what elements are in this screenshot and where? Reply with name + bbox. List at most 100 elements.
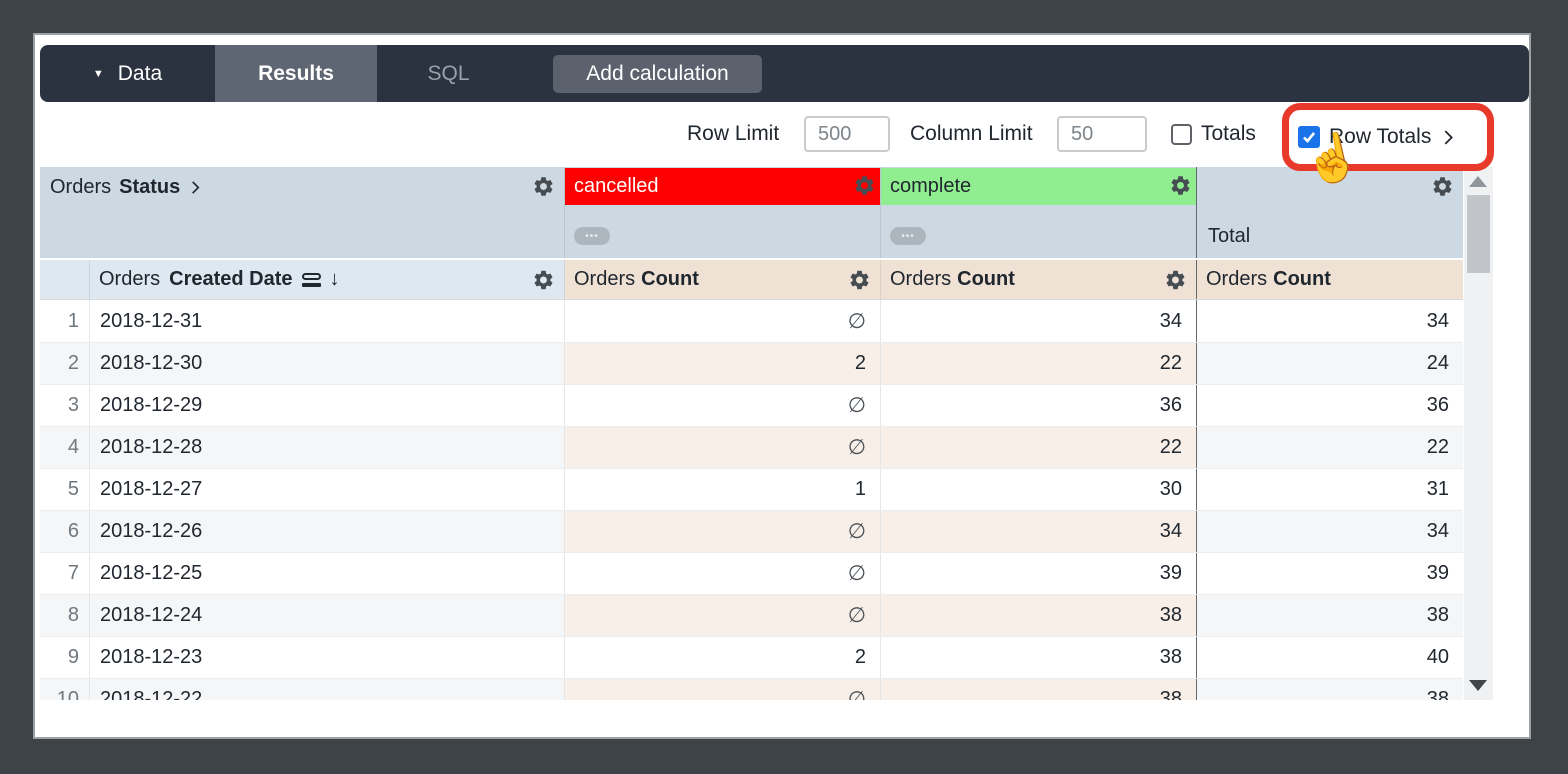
- row-totals-annotation-highlight: Row Totals: [1282, 103, 1494, 171]
- pivot-label-cancelled[interactable]: cancelled: [565, 168, 880, 205]
- cell-complete[interactable]: 22: [881, 427, 1197, 468]
- column-limit-label: Column Limit: [910, 122, 1033, 145]
- cell-date[interactable]: 2018-12-23: [90, 637, 565, 678]
- gear-icon[interactable]: [1431, 175, 1454, 198]
- cell-n: 9: [40, 637, 90, 678]
- cell-n: 1: [40, 300, 90, 342]
- cell-total[interactable]: 34: [1197, 511, 1463, 552]
- cell-n: 6: [40, 511, 90, 552]
- pivot-field-header[interactable]: Orders Status: [40, 167, 565, 258]
- sort-descending-icon[interactable]: ↓: [329, 268, 340, 290]
- scrollbar-thumb[interactable]: [1467, 195, 1490, 273]
- totals-checkbox[interactable]: [1171, 124, 1192, 145]
- tab-results[interactable]: Results: [215, 45, 377, 102]
- cell-total[interactable]: 31: [1426, 478, 1449, 500]
- dropdown-caret-icon: ▼: [92, 67, 104, 80]
- cell-complete[interactable]: 38: [881, 637, 1197, 678]
- pivot-more-options[interactable]: •••: [890, 227, 926, 245]
- results-toolbar: ▼ Data Results SQL Add calculation: [40, 45, 1529, 102]
- row-number-header: [40, 260, 90, 299]
- row-limit-label: Row Limit: [687, 122, 780, 145]
- measure-name: Count: [641, 268, 699, 290]
- cell-cancelled[interactable]: ∅: [565, 427, 881, 468]
- cell-complete[interactable]: 39: [881, 553, 1197, 594]
- cell-cancelled[interactable]: ∅: [565, 595, 881, 636]
- pivot-header-row: Orders Status cancelled ••• complete •••…: [40, 167, 1463, 260]
- row-limit-input[interactable]: [804, 116, 890, 152]
- gear-icon[interactable]: [1164, 268, 1187, 291]
- cell-n: 10: [40, 679, 90, 700]
- measure-name: Count: [1273, 268, 1331, 290]
- cell-complete[interactable]: 34: [881, 511, 1197, 552]
- pivot-value-cancelled: cancelled •••: [565, 167, 881, 258]
- cell-date[interactable]: 2018-12-22: [90, 679, 565, 700]
- cell-date[interactable]: 2018-12-25: [90, 553, 565, 594]
- table-body: 1 2018-12-31 ∅ 34 34 2 2018-12-30 2 22 24 3 2018-12…: [40, 300, 1463, 700]
- row-totals-label: Row Totals: [1329, 125, 1432, 148]
- cell-total[interactable]: 38: [1197, 679, 1463, 700]
- cell-date[interactable]: 2018-12-27: [90, 469, 565, 510]
- cell-complete[interactable]: 36: [881, 385, 1197, 426]
- cell-total[interactable]: 38: [1197, 595, 1463, 636]
- column-header-row: Orders Created Date ↓ Orders Count Order…: [40, 260, 1463, 300]
- orders-count-header-complete[interactable]: Orders Count: [881, 260, 1197, 299]
- gear-icon[interactable]: [532, 268, 555, 291]
- measure-prefix: Orders: [1206, 268, 1268, 290]
- row-field-name: Created Date: [169, 268, 293, 290]
- cell-total[interactable]: 36: [1426, 394, 1449, 416]
- data-menu-label: Data: [117, 61, 163, 85]
- pivot-more-options[interactable]: •••: [574, 227, 610, 245]
- cell-date[interactable]: 2018-12-29: [90, 385, 565, 426]
- cell-total[interactable]: 40: [1426, 646, 1449, 668]
- tab-sql[interactable]: SQL: [427, 61, 470, 85]
- gear-icon[interactable]: [848, 268, 871, 291]
- cell-cancelled[interactable]: ∅: [565, 679, 881, 700]
- totals-label: Totals: [1201, 122, 1256, 145]
- cell-cancelled[interactable]: 2: [565, 637, 881, 678]
- gear-icon[interactable]: [532, 175, 555, 198]
- created-date-header[interactable]: Orders Created Date ↓: [90, 260, 565, 299]
- cell-cancelled[interactable]: ∅: [565, 385, 881, 426]
- cell-complete[interactable]: 38: [881, 679, 1197, 700]
- cell-total[interactable]: 24: [1197, 343, 1463, 384]
- table-row: 10 2018-12-22 ∅ 38 38: [40, 678, 1463, 700]
- cell-date[interactable]: 2018-12-30: [90, 343, 565, 384]
- cell-cancelled[interactable]: 2: [565, 343, 881, 384]
- cell-date[interactable]: 2018-12-24: [90, 595, 565, 636]
- column-limit-input[interactable]: [1057, 116, 1147, 152]
- row-totals-checkbox[interactable]: [1298, 126, 1320, 148]
- results-table: Orders Status cancelled ••• complete •••…: [40, 167, 1463, 700]
- date-dimension-icon: [301, 272, 321, 287]
- orders-count-header-cancelled[interactable]: Orders Count: [565, 260, 881, 299]
- cell-cancelled[interactable]: 1: [565, 469, 881, 510]
- row-field-prefix: Orders: [99, 268, 161, 290]
- cell-date[interactable]: 2018-12-26: [90, 511, 565, 552]
- cell-date[interactable]: 2018-12-28: [90, 427, 565, 468]
- gear-icon[interactable]: [1169, 174, 1192, 197]
- cell-cancelled[interactable]: ∅: [565, 511, 881, 552]
- scroll-down-arrow-icon[interactable]: [1469, 680, 1487, 691]
- orders-count-header-total[interactable]: Orders Count: [1197, 260, 1463, 299]
- cell-complete[interactable]: 30: [881, 469, 1197, 510]
- scroll-up-arrow-icon[interactable]: [1469, 176, 1487, 187]
- cell-cancelled[interactable]: ∅: [565, 553, 881, 594]
- cell-total[interactable]: 22: [1197, 427, 1463, 468]
- cell-n: 7: [40, 553, 90, 594]
- chevron-right-icon[interactable]: [1440, 129, 1457, 146]
- cell-total[interactable]: 34: [1426, 309, 1449, 332]
- add-calculation-button[interactable]: Add calculation: [553, 55, 762, 93]
- measure-prefix: Orders: [890, 268, 952, 290]
- cell-complete[interactable]: 22: [881, 343, 1197, 384]
- data-menu-button[interactable]: ▼ Data: [40, 45, 215, 102]
- cell-complete[interactable]: 38: [881, 595, 1197, 636]
- vertical-scrollbar[interactable]: [1464, 167, 1493, 700]
- cell-date[interactable]: 2018-12-31: [90, 300, 565, 342]
- cell-complete[interactable]: 34: [881, 300, 1197, 342]
- gear-icon[interactable]: [853, 174, 876, 197]
- checkmark-icon: [1303, 132, 1316, 143]
- cell-cancelled[interactable]: ∅: [565, 300, 881, 342]
- cell-total[interactable]: 39: [1426, 562, 1449, 584]
- table-row: 4 2018-12-28 ∅ 22 22: [40, 426, 1463, 468]
- explore-results-panel: ▼ Data Results SQL Add calculation Row L…: [33, 33, 1531, 739]
- pivot-label-complete[interactable]: complete: [881, 168, 1196, 205]
